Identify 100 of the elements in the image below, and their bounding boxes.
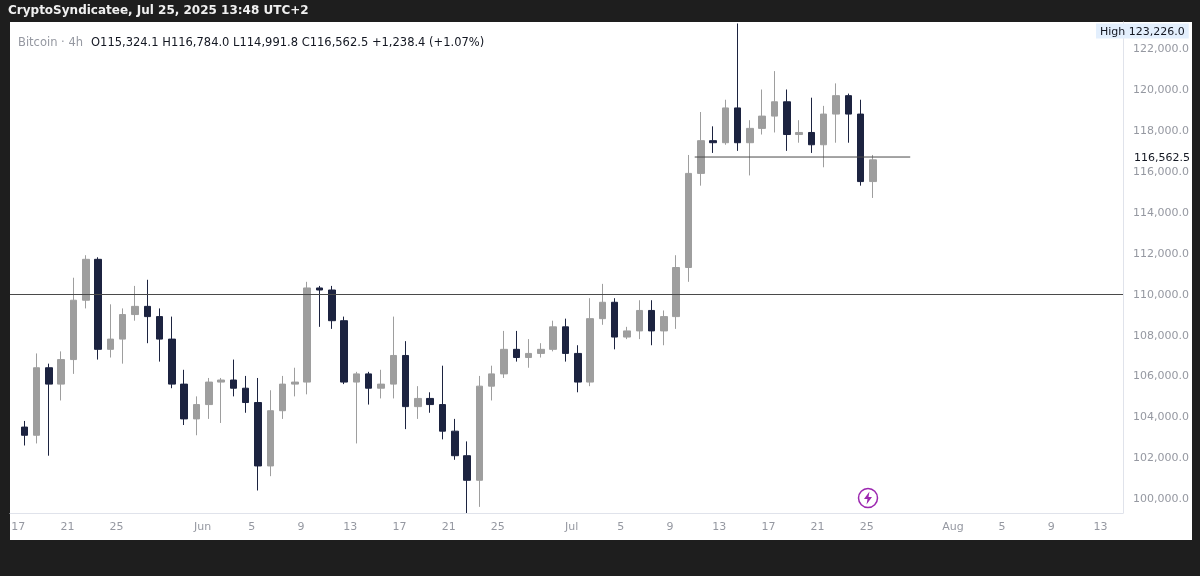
candlestick <box>771 70 778 133</box>
candlestick <box>672 254 680 330</box>
y-tick-label: 104,000.0 <box>1133 410 1189 424</box>
candlestick <box>414 385 422 420</box>
x-tick-label: 9 <box>297 520 305 533</box>
candlestick <box>316 285 323 328</box>
x-tick-label: 21 <box>441 520 456 533</box>
candlestick <box>746 119 754 176</box>
candlestick <box>33 352 40 444</box>
candlestick <box>82 254 90 309</box>
candlestick <box>685 154 692 283</box>
candlestick <box>340 316 348 385</box>
x-tick-label: 13 <box>712 520 727 533</box>
candlestick <box>832 82 840 144</box>
x-tick-label: 21 <box>810 520 825 533</box>
x-tick-label: 25 <box>109 520 124 533</box>
y-tick-label: 122,000.0 <box>1133 42 1189 56</box>
candlestick <box>94 256 102 361</box>
candlestick <box>279 375 286 420</box>
text: Bitcoin · 4h <box>18 35 84 49</box>
x-tick-label: 5 <box>617 520 625 533</box>
candlestick <box>722 99 729 146</box>
candlestick <box>709 125 717 154</box>
y-tick-label: 108,000.0 <box>1133 328 1189 342</box>
candlestick <box>463 440 471 514</box>
candlestick <box>156 307 163 363</box>
candlestick <box>758 89 766 136</box>
x-tick-label: 13 <box>1093 520 1108 533</box>
y-tick-label: 102,000.0 <box>1133 451 1189 465</box>
candlestick <box>857 99 864 187</box>
candlestick <box>353 371 360 444</box>
x-tick-label: 17 <box>11 520 26 533</box>
candlestick <box>254 377 262 491</box>
candlestick <box>57 350 65 401</box>
y-tick-label: 110,000.0 <box>1133 287 1189 301</box>
candlestick <box>193 395 200 436</box>
candlestick <box>390 316 397 399</box>
candlestick <box>328 285 336 330</box>
candlestick <box>586 297 594 387</box>
y-tick-label: 118,000.0 <box>1133 123 1189 137</box>
candlestick <box>525 338 532 369</box>
x-tick-label: 17 <box>392 520 407 533</box>
candlestick <box>623 326 631 340</box>
x-tick-label: Jun <box>193 520 212 533</box>
y-tick-label: 116,000.0 <box>1133 164 1189 178</box>
candlestick <box>734 23 741 152</box>
candlestick <box>795 119 803 144</box>
candlestick <box>180 369 188 426</box>
candlestick <box>131 285 139 322</box>
candlestick <box>648 299 655 346</box>
y-tick-label: 114,000.0 <box>1133 205 1189 219</box>
candlestick <box>636 299 643 340</box>
x-tick-label: 9 <box>1047 520 1055 533</box>
candlestick <box>537 342 545 359</box>
candlestick <box>500 330 508 379</box>
x-tick-label: Aug <box>942 520 964 533</box>
candlestick <box>845 93 852 144</box>
candlestick <box>562 318 569 363</box>
candlestick <box>869 154 877 199</box>
candlestick <box>377 369 385 399</box>
x-tick-label: 17 <box>761 520 776 533</box>
candlestick <box>267 389 274 477</box>
candlestick <box>402 340 409 430</box>
x-tick-label: 9 <box>666 520 674 533</box>
y-tick-label: 106,000.0 <box>1133 369 1189 383</box>
x-tick-label: 5 <box>248 520 256 533</box>
candlestick <box>45 363 53 457</box>
candlestick <box>70 277 77 375</box>
y-tick-label: 100,000.0 <box>1133 492 1189 506</box>
candlestick <box>488 365 495 401</box>
x-tick-label: 25 <box>490 520 505 533</box>
candlestick <box>660 309 668 346</box>
candlestick <box>230 359 237 397</box>
candlestick <box>549 320 557 352</box>
x-tick-label: 25 <box>859 520 874 533</box>
candlestick <box>783 89 791 152</box>
candlestick <box>168 316 176 389</box>
x-tick-label: 13 <box>343 520 358 533</box>
y-tick-label: 112,000.0 <box>1133 246 1189 260</box>
x-tick-label: 21 <box>60 520 75 533</box>
candlestick <box>205 377 213 420</box>
candlestick <box>476 375 483 508</box>
annotation: High 123,226.0 <box>1100 24 1185 38</box>
x-tick-label: Jul <box>563 520 579 533</box>
candlestick <box>426 391 434 414</box>
candlestick <box>513 330 520 363</box>
y-tick-label: 120,000.0 <box>1133 83 1189 97</box>
candlestick <box>303 281 311 395</box>
text: CryptoSyndicatee, Jul 25, 2025 13:48 UTC+2 <box>8 3 309 17</box>
candlestick <box>808 97 815 154</box>
text: 116,562.5 <box>1134 151 1190 165</box>
x-tick-label: 5 <box>998 520 1006 533</box>
candlestick <box>291 367 299 397</box>
candlestick <box>21 420 28 446</box>
candlestick <box>574 344 582 393</box>
candlestick <box>144 279 151 344</box>
candlestick <box>599 283 606 326</box>
candlestick <box>107 303 114 359</box>
text: O115,324.1 H116,784.0 L114,991.8 C116,562.5 +1,238.4 (+1.07%) <box>91 35 485 49</box>
candlestick <box>217 377 225 424</box>
